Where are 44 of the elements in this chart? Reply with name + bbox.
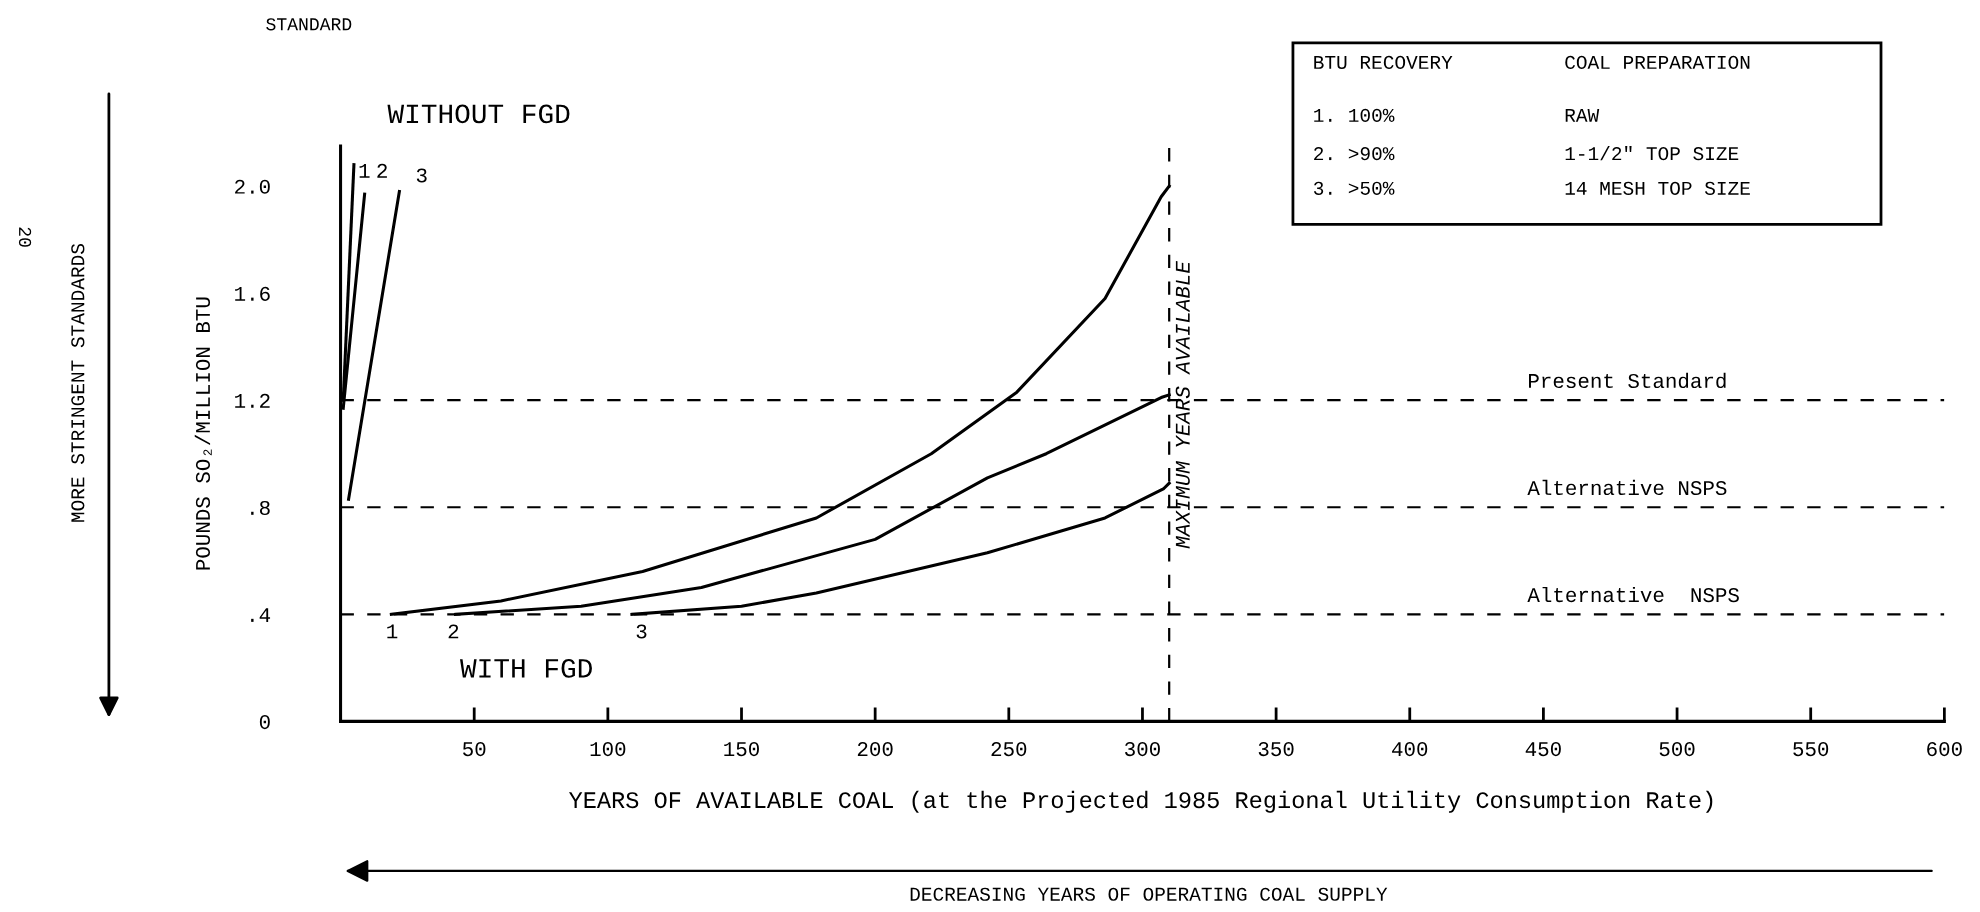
- x-tick-label: 600: [1927, 742, 1962, 757]
- x-tick-label: 450: [1525, 742, 1561, 757]
- text: RAW: [1565, 108, 1600, 122]
- text: 20: [18, 227, 32, 247]
- x-tick-label: 50: [463, 742, 486, 757]
- annotation: 3. >50%: [1313, 181, 1395, 195]
- x-axis-title: YEARS OF AVAILABLE COAL (at the Projected 1985 Regional Utility Consumption Rate): [568, 790, 1713, 813]
- annotation: 1: [359, 164, 370, 178]
- annotation: 3: [636, 624, 647, 639]
- annotation: 1-1/2" TOP SIZE: [1565, 145, 1739, 161]
- text: COAL PREPARATION: [1565, 55, 1750, 70]
- x-tick-label: 250: [991, 742, 1027, 757]
- x-tick-label: 550: [1793, 742, 1829, 757]
- text: BTU RECOVERY: [1314, 55, 1453, 70]
- y-tick-label: .8: [251, 500, 270, 516]
- text: 1. 100%: [1314, 108, 1395, 122]
- annotation: 2: [377, 163, 387, 178]
- x-tick-label: 150: [724, 742, 759, 757]
- y-tick-label: 1.2: [235, 393, 270, 408]
- x-tick-label: 500: [1659, 742, 1695, 757]
- ref-line-label: Alternative NSPS: [1527, 586, 1739, 603]
- x-tick-label: 200: [857, 742, 893, 757]
- annotation: 2: [448, 624, 459, 639]
- ref-line-label: Alternative NSPS: [1527, 479, 1727, 496]
- x-tick-label: 350: [1258, 742, 1294, 757]
- x-tick-label: 400: [1392, 742, 1428, 757]
- text: STANDARD: [266, 18, 352, 31]
- y-tick-label: .4: [251, 608, 271, 622]
- text: DECREASING YEARS OF OPERATING COAL SUPPLY: [910, 887, 1388, 901]
- y-tick-label: 0: [259, 715, 270, 730]
- text: WITHOUT FGD: [387, 104, 570, 124]
- y-tick-label: 2.0: [235, 179, 270, 194]
- x-tick-label: 100: [590, 742, 626, 757]
- ref-line-label: Present Standard: [1529, 372, 1726, 389]
- y-axis-title: POUNDS SO₂/MILLION BTU: [194, 297, 212, 570]
- text: MORE STRINGENT STANDARDS: [71, 243, 85, 522]
- annotation: 2. >90%: [1314, 147, 1395, 161]
- annotation: 14 MESH TOP SIZE: [1565, 181, 1750, 195]
- ref-line-label: MAXIMUM YEARS AVAILABLE: [1175, 261, 1190, 549]
- annotation: WITH FGD: [460, 658, 592, 678]
- x-tick-label: 300: [1125, 742, 1160, 757]
- y-tick-label: 1.6: [235, 286, 270, 301]
- annotation: 1: [387, 624, 398, 639]
- annotation: 3: [416, 168, 427, 183]
